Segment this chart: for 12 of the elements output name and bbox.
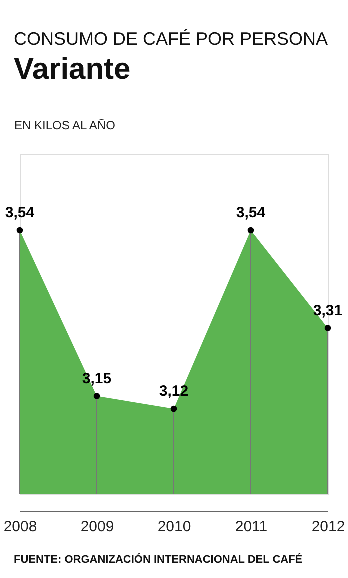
chart-title: CONSUMO DE CAFÉ POR PERSONA [14, 29, 328, 49]
chart-subtitle: Variante [14, 53, 131, 86]
y-axis-title: EN KILOS AL AÑO [14, 118, 116, 132]
data-label: 3,54 [5, 204, 36, 222]
data-label: 3,54 [236, 204, 266, 222]
source-note: FUENTE: ORGANIZACIÓN INTERNACIONAL DEL CAFÉ [14, 553, 303, 566]
x-tick-label: 2009 [80, 518, 114, 536]
x-tick-label: 2008 [4, 518, 38, 536]
x-tick-label: 2012 [312, 518, 346, 536]
data-label: 3,31 [313, 302, 343, 320]
x-tick-label: 2010 [158, 518, 192, 536]
x-tick-label: 2011 [235, 518, 268, 536]
